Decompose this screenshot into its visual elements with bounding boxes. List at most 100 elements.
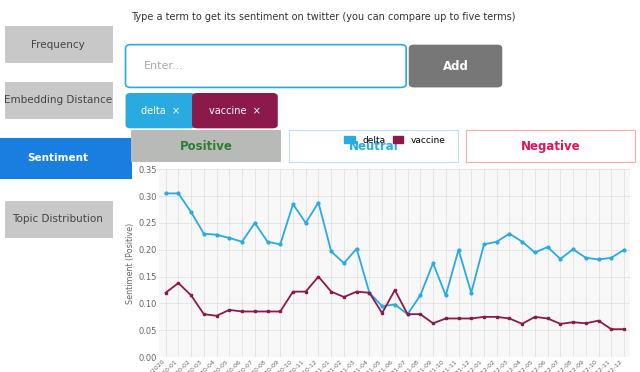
vaccine	[454, 316, 462, 321]
delta	[200, 231, 208, 236]
delta	[404, 312, 412, 317]
vaccine	[225, 308, 233, 312]
delta	[595, 257, 602, 262]
Line: delta: delta	[164, 192, 625, 315]
delta	[238, 240, 246, 244]
vaccine	[212, 314, 220, 318]
Bar	[5, 201, 113, 238]
Text: Type a term to get its sentiment on twitter (you can compare up to five terms): Type a term to get its sentiment on twit…	[131, 12, 515, 22]
vaccine	[200, 312, 208, 317]
Text: Embedding Distance: Embedding Distance	[4, 96, 112, 105]
Y-axis label: Sentiment (Positive): Sentiment (Positive)	[126, 222, 135, 304]
delta	[417, 293, 424, 298]
vaccine	[365, 291, 373, 295]
delta	[493, 240, 500, 244]
delta	[557, 257, 564, 261]
delta	[582, 256, 589, 260]
delta	[391, 302, 399, 307]
vaccine	[353, 289, 360, 294]
delta	[162, 191, 170, 196]
Text: Add: Add	[443, 60, 468, 73]
Text: Positive: Positive	[180, 140, 232, 153]
FancyBboxPatch shape	[409, 45, 502, 87]
vaccine	[417, 312, 424, 317]
delta	[506, 231, 513, 236]
vaccine	[340, 295, 348, 299]
delta	[225, 236, 233, 240]
Text: Frequency: Frequency	[31, 40, 84, 49]
Bar	[0, 138, 132, 179]
delta	[212, 232, 220, 237]
vaccine	[289, 289, 297, 294]
delta	[454, 247, 462, 252]
vaccine	[404, 312, 412, 317]
vaccine	[607, 327, 615, 331]
Text: vaccine  ×: vaccine ×	[209, 106, 261, 116]
delta	[276, 242, 284, 247]
vaccine	[175, 281, 182, 285]
delta	[518, 240, 526, 244]
delta	[480, 242, 488, 247]
delta	[264, 240, 271, 244]
FancyBboxPatch shape	[466, 130, 635, 162]
Text: Sentiment: Sentiment	[28, 153, 88, 163]
delta	[429, 261, 437, 266]
delta	[467, 291, 475, 295]
vaccine	[544, 316, 552, 321]
vaccine	[429, 321, 437, 326]
vaccine	[327, 289, 335, 294]
delta	[340, 261, 348, 266]
vaccine	[595, 318, 602, 323]
vaccine	[582, 321, 589, 326]
delta	[289, 202, 297, 206]
delta	[569, 247, 577, 251]
Text: Neutral: Neutral	[349, 140, 399, 153]
FancyBboxPatch shape	[289, 130, 458, 162]
delta	[327, 249, 335, 254]
Line: vaccine: vaccine	[164, 275, 625, 331]
delta	[544, 245, 552, 249]
delta	[531, 250, 539, 255]
vaccine	[188, 293, 195, 298]
delta	[620, 247, 628, 252]
vaccine	[302, 289, 310, 294]
delta	[175, 191, 182, 196]
Text: delta  ×: delta ×	[141, 106, 180, 116]
delta	[378, 304, 386, 308]
vaccine	[391, 288, 399, 292]
Text: Enter...: Enter...	[144, 61, 184, 71]
delta	[251, 221, 259, 225]
delta	[607, 256, 615, 260]
Bar	[5, 82, 113, 119]
vaccine	[493, 315, 500, 319]
vaccine	[378, 311, 386, 315]
vaccine	[480, 315, 488, 319]
delta	[442, 293, 450, 298]
vaccine	[557, 322, 564, 326]
delta	[315, 200, 323, 205]
vaccine	[264, 309, 271, 314]
Legend: delta, vaccine: delta, vaccine	[340, 132, 449, 149]
FancyBboxPatch shape	[125, 93, 196, 128]
vaccine	[506, 316, 513, 321]
vaccine	[620, 327, 628, 331]
FancyBboxPatch shape	[125, 45, 406, 87]
vaccine	[518, 322, 526, 326]
delta	[188, 210, 195, 214]
vaccine	[531, 315, 539, 319]
Bar	[131, 130, 282, 162]
vaccine	[442, 316, 450, 321]
Text: Negative: Negative	[520, 140, 580, 153]
vaccine	[467, 316, 475, 321]
vaccine	[315, 275, 323, 279]
Bar	[5, 26, 113, 63]
FancyBboxPatch shape	[192, 93, 278, 128]
vaccine	[162, 291, 170, 295]
vaccine	[276, 309, 284, 314]
vaccine	[251, 309, 259, 314]
delta	[365, 291, 373, 295]
delta	[353, 247, 360, 251]
Text: Topic Distribution: Topic Distribution	[12, 215, 103, 224]
delta	[302, 221, 310, 225]
vaccine	[569, 320, 577, 324]
